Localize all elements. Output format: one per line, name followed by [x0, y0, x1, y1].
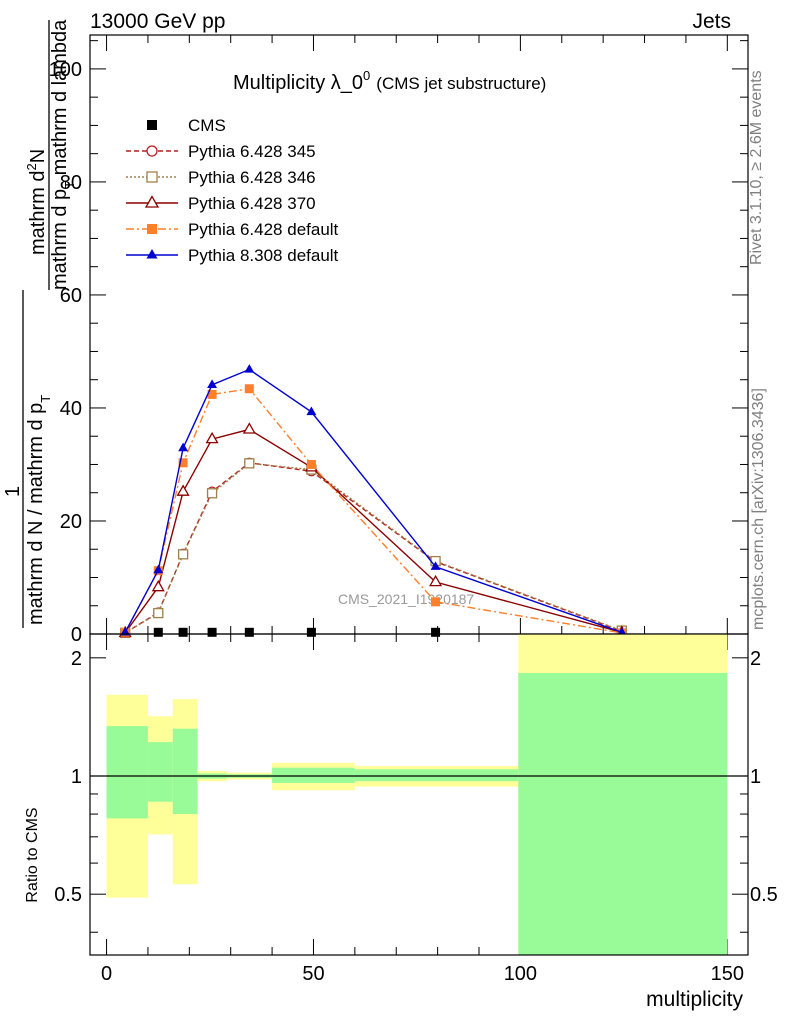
data-point — [207, 379, 218, 388]
ratio-y-tick-label: 0.5 — [54, 884, 82, 906]
data-point — [207, 627, 217, 637]
data-point — [242, 422, 256, 434]
ratio-plot-panel: 0 50 100 150 0.5 0.5 1 1 2 2 — [54, 633, 778, 985]
legend-label: Pythia 6.428 default — [188, 220, 339, 239]
legend-label: Pythia 6.428 346 — [188, 168, 316, 187]
data-point — [178, 458, 188, 468]
ratio-y-tick-label: 2 — [71, 648, 82, 670]
data-point — [431, 597, 441, 607]
data-point — [146, 171, 158, 183]
y-tick-label: 0 — [71, 624, 82, 646]
legend-item: Pythia 6.428 default — [126, 220, 339, 239]
data-point — [244, 384, 254, 394]
data-point — [151, 579, 165, 592]
data-point — [178, 442, 189, 452]
series-line — [124, 387, 622, 634]
data-point — [176, 484, 190, 496]
x-tick-label: 0 — [101, 963, 112, 985]
legend-label: Pythia 6.428 370 — [188, 194, 316, 213]
legend-item: Pythia 8.308 default — [126, 246, 339, 265]
legend-item: Pythia 6.428 370 — [126, 194, 316, 213]
data-point — [144, 195, 160, 208]
series-pythia-6-428-345 — [120, 457, 627, 639]
x-tick-label: 100 — [504, 963, 537, 985]
x-tick-label: 50 — [302, 963, 324, 985]
stat-uncertainty-band — [106, 726, 148, 819]
stat-uncertainty-band — [172, 728, 198, 815]
legend-label: Pythia 6.428 345 — [188, 142, 316, 161]
data-point — [147, 120, 157, 130]
ratio-y-tick-label: 1 — [71, 766, 82, 788]
data-point — [146, 249, 158, 259]
data-point — [430, 561, 441, 570]
data-point — [120, 626, 131, 636]
legend-item: Pythia 6.428 345 — [126, 142, 316, 161]
data-point — [616, 626, 627, 636]
header-right-label: Jets — [692, 10, 731, 33]
series-cms — [153, 627, 441, 637]
stat-uncertainty-band — [354, 769, 519, 782]
data-point — [306, 627, 316, 637]
data-point — [178, 627, 188, 637]
rivet-version-label: Rivet 3.1.10, ≥ 2.6M events — [748, 70, 765, 265]
series-line — [124, 462, 623, 634]
data-point — [205, 431, 219, 444]
data-point — [206, 488, 218, 499]
data-point — [429, 574, 443, 587]
legend-label: CMS — [188, 116, 226, 135]
data-point — [153, 627, 163, 637]
data-point — [146, 145, 158, 157]
legend-item: CMS — [147, 116, 226, 135]
series-line — [124, 368, 623, 633]
data-point — [306, 406, 317, 416]
mcplots-site-label: mcplots.cern.ch [arXiv:1306.3436] — [750, 388, 767, 630]
header-left-label: 13000 GeV pp — [90, 10, 225, 33]
data-point — [153, 607, 164, 619]
main-ylabel: mathrm d2N mathrm d pT mathrm d lambda 1… — [2, 19, 77, 628]
stat-uncertainty-band — [272, 767, 355, 783]
ratio-y-tick-label-right: 2 — [750, 648, 761, 670]
series-pythia-8-308-default — [120, 364, 627, 636]
ylabel-one: 1 — [2, 486, 24, 497]
data-point — [153, 564, 164, 574]
y-tick-label: 60 — [60, 285, 82, 307]
plot-title: Multiplicity λ_00 (CMS jet substructure) — [233, 68, 546, 94]
series-pythia-6-428-346 — [120, 458, 627, 639]
data-point — [207, 389, 217, 399]
stat-uncertainty-band — [518, 672, 728, 955]
x-axis-label: multiplicity — [646, 988, 743, 1011]
ylabel-lower: mathrm d N / mathrm d pT — [25, 395, 53, 625]
y-tick-label: 40 — [60, 398, 82, 420]
data-point — [306, 459, 316, 469]
ratio-y-tick-label-right: 0.5 — [750, 884, 778, 906]
data-point — [244, 627, 254, 637]
ratio-y-axis-label: Ratio to CMS — [24, 807, 41, 902]
legend-label: Pythia 8.308 default — [188, 246, 339, 265]
ylabel-numerator: mathrm d2N — [24, 149, 49, 255]
data-point — [177, 549, 189, 560]
stat-uncertainty-band — [147, 742, 173, 802]
ratio-y-tick-label-right: 1 — [750, 766, 761, 788]
data-point — [244, 458, 255, 469]
legend-item: Pythia 6.428 346 — [126, 168, 316, 187]
data-point — [244, 364, 255, 373]
ylabel-denominator: mathrm d pT mathrm d lambda — [49, 19, 77, 290]
data-point — [431, 627, 441, 637]
ratio-frame — [89, 633, 749, 956]
y-tick-label: 20 — [60, 511, 82, 533]
x-tick-label: 150 — [711, 963, 744, 985]
legend: CMS Pythia 6.428 345 Pythia 6.428 346 Pythi… — [126, 116, 339, 265]
y-tick-label: 80 — [60, 172, 82, 194]
data-point — [147, 224, 157, 234]
y-tick-label: 100 — [49, 59, 82, 81]
